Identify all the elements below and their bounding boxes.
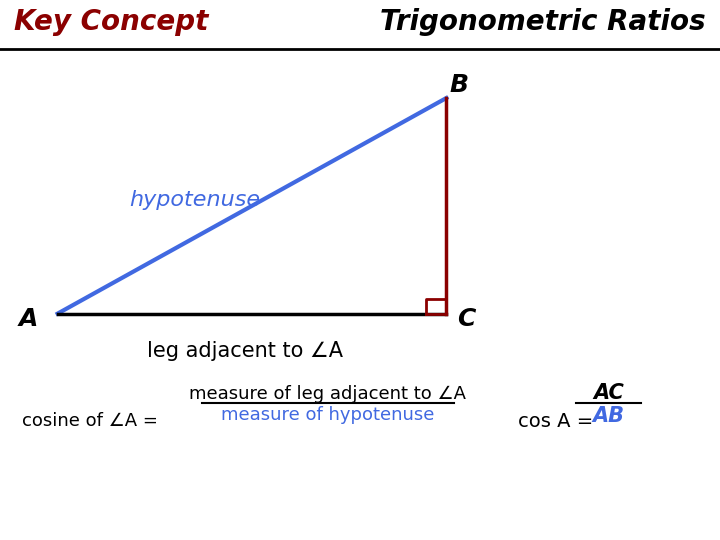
Text: Trigonometric Ratios: Trigonometric Ratios bbox=[380, 8, 706, 36]
Text: Key Concept: Key Concept bbox=[14, 8, 209, 36]
Text: AC: AC bbox=[593, 382, 624, 402]
Text: AB: AB bbox=[593, 406, 624, 426]
Text: cosine of ∠A =: cosine of ∠A = bbox=[22, 413, 163, 430]
Text: A: A bbox=[19, 307, 38, 331]
Text: B: B bbox=[450, 72, 469, 97]
Text: measure of hypotenuse: measure of hypotenuse bbox=[221, 406, 434, 424]
Text: hypotenuse: hypotenuse bbox=[129, 191, 260, 211]
Text: cos A =: cos A = bbox=[518, 412, 600, 431]
Text: measure of leg adjacent to ∠A: measure of leg adjacent to ∠A bbox=[189, 384, 466, 402]
Text: leg adjacent to ∠A: leg adjacent to ∠A bbox=[147, 341, 343, 361]
Text: C: C bbox=[457, 307, 476, 331]
